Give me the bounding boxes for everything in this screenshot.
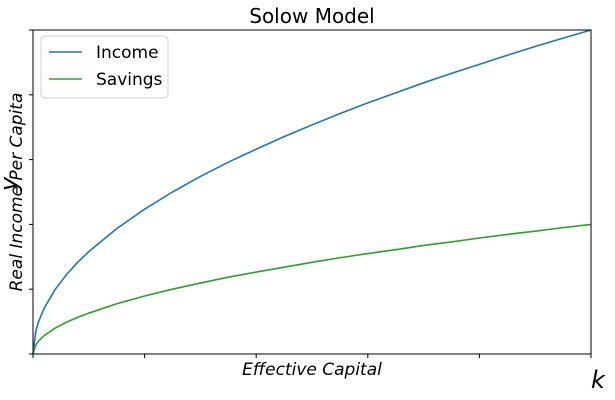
x-axis-label: Effective Capital	[242, 360, 382, 380]
series-layer	[32, 29, 592, 355]
series-line-savings	[32, 223, 592, 355]
legend-label-savings: Savings	[96, 70, 163, 90]
y-axis-symbol: y	[0, 176, 23, 192]
chart-title: Solow Model	[249, 4, 375, 28]
legend: Income Savings	[40, 35, 169, 99]
y-axis-label: Real Income Per Capita	[7, 93, 27, 292]
x-axis-symbol: k	[591, 366, 606, 394]
legend-label-income: Income	[96, 43, 159, 63]
series-line-income	[32, 29, 592, 355]
axis-ticks	[29, 29, 592, 358]
plot-frame	[32, 29, 592, 355]
